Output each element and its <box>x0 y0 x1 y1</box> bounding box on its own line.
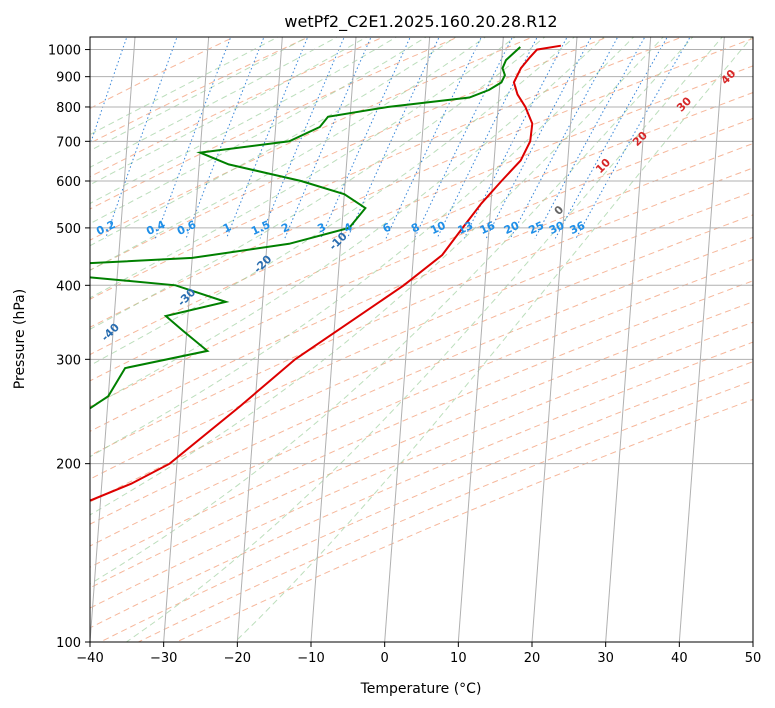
mixing-ratio-line <box>346 37 440 239</box>
dry-adiabat <box>90 143 753 432</box>
x-tick-label: 20 <box>524 651 541 666</box>
isotherm-line <box>236 37 283 642</box>
x-tick-label: 50 <box>745 651 762 666</box>
moist-adiabat <box>90 37 487 271</box>
y-tick-label: 900 <box>56 71 81 86</box>
mixing-ratio-label: 0.4 <box>144 218 167 238</box>
moist-adiabat <box>90 37 339 168</box>
dry-adiabat <box>90 341 753 629</box>
dry-adiabat <box>99 361 753 642</box>
x-tick-label: 40 <box>671 651 688 666</box>
mixing-ratio-label: 13 <box>456 219 475 237</box>
mixing-ratio-line <box>259 37 345 239</box>
mixing-ratio-label: 36 <box>568 219 588 237</box>
mixing-ratio-line <box>554 37 668 239</box>
dry-adiabat <box>90 280 753 568</box>
y-tick-label: 700 <box>56 135 81 150</box>
dewpoint-profile-line <box>90 46 521 410</box>
x-tick-label: 30 <box>597 651 614 666</box>
mixing-ratio-line <box>185 37 265 239</box>
dry-adiabat <box>90 37 460 210</box>
mixing-ratio-line <box>154 37 232 239</box>
mixing-ratio-label: 16 <box>478 219 498 237</box>
isotherm-line <box>605 37 652 642</box>
mixing-ratio-line <box>463 37 568 239</box>
temperature-profile-line <box>90 44 562 502</box>
y-tick-label: 1000 <box>48 44 81 59</box>
x-tick-label: −40 <box>76 651 103 666</box>
dry-adiabat <box>90 214 753 503</box>
moist-adiabat <box>234 37 753 642</box>
isotherm-line <box>752 635 753 642</box>
x-tick-label: −10 <box>297 651 324 666</box>
mixing-ratio-label: 25 <box>527 219 546 237</box>
moist-adiabat-label: 30 <box>674 94 694 114</box>
plot-frame <box>89 36 754 643</box>
x-tick-label: −20 <box>224 651 251 666</box>
mixing-ratio-label: 0.2 <box>94 218 117 238</box>
dry-adiabat <box>90 37 385 178</box>
dry-adiabat <box>90 37 609 271</box>
moist-adiabat <box>90 37 309 152</box>
mixing-ratio-line <box>436 37 538 239</box>
dry-adiabat <box>90 167 753 457</box>
dry-adiabat <box>90 37 534 241</box>
dry-adiabat <box>90 236 753 525</box>
isotherm-line <box>90 37 136 642</box>
moist-adiabat-label: 20 <box>630 129 650 149</box>
y-tick-label: 200 <box>56 458 81 473</box>
isotherm-line <box>678 37 725 642</box>
isotherm-line <box>310 37 357 642</box>
moist-adiabat <box>90 37 605 408</box>
mixing-ratio-label: 30 <box>547 219 567 237</box>
isotherm-line <box>531 37 578 642</box>
mixing-ratio-line <box>534 37 646 239</box>
y-axis-label: Pressure (hPa) <box>12 289 28 389</box>
mixing-ratio-label: 10 <box>428 219 448 237</box>
mixing-ratio-line <box>575 37 691 239</box>
x-tick-label: −30 <box>150 651 177 666</box>
dry-adiabat <box>137 380 753 642</box>
y-tick-label: 100 <box>56 636 81 651</box>
dry-adiabat <box>175 398 753 642</box>
y-tick-label: 800 <box>56 101 81 116</box>
mixing-ratio-line <box>485 37 592 239</box>
x-axis-label: Temperature (°C) <box>360 681 482 697</box>
moist-adiabat <box>90 37 694 585</box>
isotherm-line <box>163 37 210 642</box>
y-tick-label: 500 <box>56 222 81 237</box>
dry-adiabat <box>90 321 753 609</box>
dry-adiabat <box>90 37 753 328</box>
mixing-ratio-line <box>226 37 309 239</box>
mixing-ratio-label: 20 <box>502 219 522 237</box>
mixing-ratio-line <box>509 37 619 239</box>
y-tick-label: 400 <box>56 279 81 294</box>
x-tick-label: 10 <box>450 651 467 666</box>
isotherm-line <box>457 37 504 642</box>
y-tick-label: 600 <box>56 175 81 190</box>
isotherm-line <box>384 37 431 642</box>
isotherm-label: -30 <box>175 286 198 309</box>
x-tick-label: 0 <box>381 651 389 666</box>
y-tick-label: 300 <box>56 353 81 368</box>
chart-title: wetPf2_C2E1.2025.160.20.28.R12 <box>284 12 557 32</box>
